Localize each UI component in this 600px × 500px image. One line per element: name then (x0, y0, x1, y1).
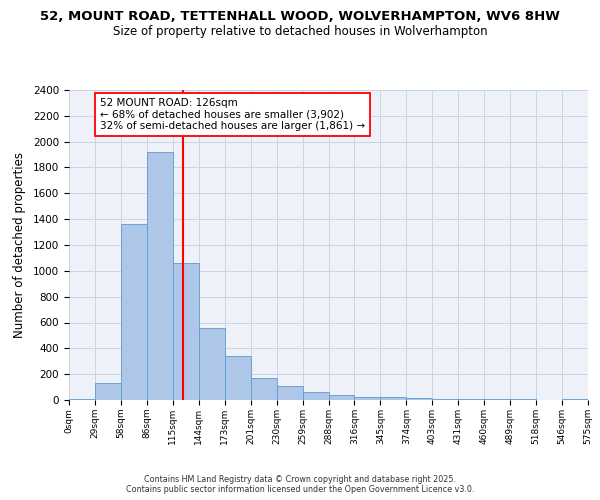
Text: Contains HM Land Registry data © Crown copyright and database right 2025.
Contai: Contains HM Land Registry data © Crown c… (126, 474, 474, 494)
Text: 52 MOUNT ROAD: 126sqm
← 68% of detached houses are smaller (3,902)
32% of semi-d: 52 MOUNT ROAD: 126sqm ← 68% of detached … (100, 98, 365, 131)
Bar (147, 152, 173, 400)
Bar (251, 378, 277, 400)
Bar (406, 398, 432, 400)
Bar (95, 383, 121, 400)
Text: 52, MOUNT ROAD, TETTENHALL WOOD, WOLVERHAMPTON, WV6 8HW: 52, MOUNT ROAD, TETTENHALL WOOD, WOLVERH… (40, 10, 560, 23)
Bar (433, 398, 458, 400)
Bar (173, 263, 199, 400)
Bar (380, 398, 406, 400)
Y-axis label: Number of detached properties: Number of detached properties (13, 152, 26, 338)
Text: Size of property relative to detached houses in Wolverhampton: Size of property relative to detached ho… (113, 25, 487, 38)
Bar (329, 396, 355, 400)
Bar (199, 328, 224, 400)
Bar (225, 356, 251, 400)
Bar (69, 398, 95, 400)
Bar (562, 398, 588, 400)
Bar (355, 397, 380, 400)
Bar (277, 386, 302, 400)
Bar (302, 392, 329, 400)
Bar (121, 224, 147, 400)
